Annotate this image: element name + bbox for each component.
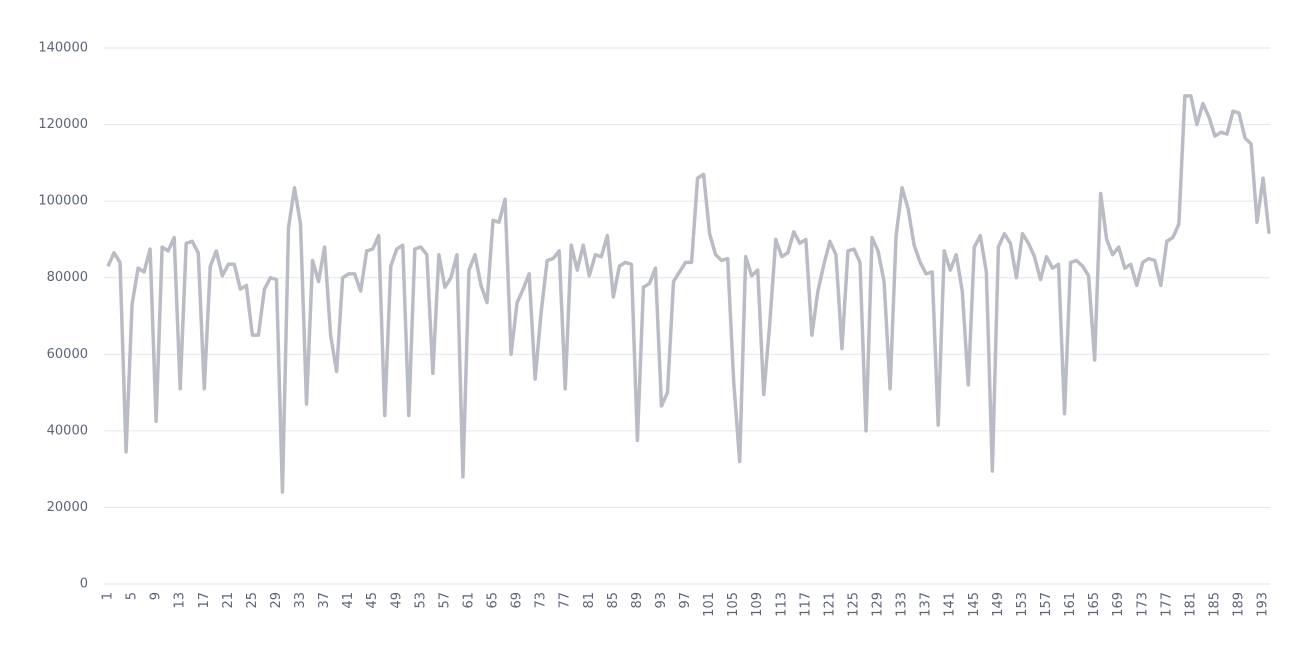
y-tick-label: 60000 [47, 347, 88, 362]
y-tick-label: 80000 [47, 270, 88, 285]
x-tick-label: 137 [919, 592, 934, 617]
data-line [106, 94, 1271, 494]
x-tick-label: 153 [1015, 592, 1030, 617]
x-tick-label: 173 [1135, 592, 1150, 617]
x-tick-label: 17 [197, 592, 212, 609]
x-tick-label: 49 [389, 592, 404, 609]
x-tick-label: 169 [1111, 592, 1126, 617]
x-tick-label: 37 [317, 592, 332, 609]
x-tick-label: 177 [1159, 592, 1174, 617]
y-tick-label: 20000 [47, 500, 88, 515]
x-tick-label: 9 [149, 592, 164, 600]
x-tick-label: 117 [798, 592, 813, 617]
x-tick-label: 93 [654, 592, 669, 609]
x-tick-label: 161 [1063, 592, 1078, 617]
x-tick-label: 89 [630, 592, 645, 609]
x-tick-label: 125 [846, 592, 861, 617]
x-tick-label: 157 [1039, 592, 1054, 617]
x-tick-label: 73 [534, 592, 549, 609]
y-tick-label: 0 [80, 577, 88, 592]
x-tick-label: 33 [293, 592, 308, 609]
x-tick-label: 53 [413, 592, 428, 609]
x-tick-label: 105 [726, 592, 741, 617]
x-tick-label: 145 [967, 592, 982, 617]
x-tick-label: 1 [101, 592, 116, 600]
x-tick-label: 21 [221, 592, 236, 609]
x-tick-label: 101 [702, 592, 717, 617]
x-tick-label: 181 [1183, 592, 1198, 617]
x-tick-label: 25 [245, 592, 260, 609]
x-tick-label: 141 [943, 592, 958, 617]
x-tick-label: 129 [871, 592, 886, 617]
x-tick-label: 165 [1087, 592, 1102, 617]
x-tick-label: 81 [582, 592, 597, 609]
x-tick-label: 57 [437, 592, 452, 609]
x-tick-label: 189 [1232, 592, 1247, 617]
y-tick-label: 140000 [38, 41, 88, 56]
x-tick-label: 45 [365, 592, 380, 609]
x-tick-label: 193 [1256, 592, 1271, 617]
x-tick-label: 149 [991, 592, 1006, 617]
x-tick-label: 29 [269, 592, 284, 609]
x-tick-label: 65 [486, 592, 501, 609]
x-tick-label: 85 [606, 592, 621, 609]
x-tick-label: 41 [341, 592, 356, 609]
x-tick-label: 113 [774, 592, 789, 617]
x-tick-label: 133 [895, 592, 910, 617]
y-tick-label: 120000 [38, 117, 88, 132]
x-tick-label: 185 [1207, 592, 1222, 617]
x-tick-label: 13 [173, 592, 188, 609]
x-tick-label: 61 [461, 592, 476, 609]
x-tick-label: 121 [822, 592, 837, 617]
x-tick-label: 77 [558, 592, 573, 609]
x-tick-label: 5 [125, 592, 140, 600]
x-tick-label: 97 [678, 592, 693, 609]
x-tick-label: 69 [510, 592, 525, 609]
y-tick-label: 100000 [38, 194, 88, 209]
x-tick-label: 109 [750, 592, 765, 617]
y-tick-label: 40000 [47, 423, 88, 438]
